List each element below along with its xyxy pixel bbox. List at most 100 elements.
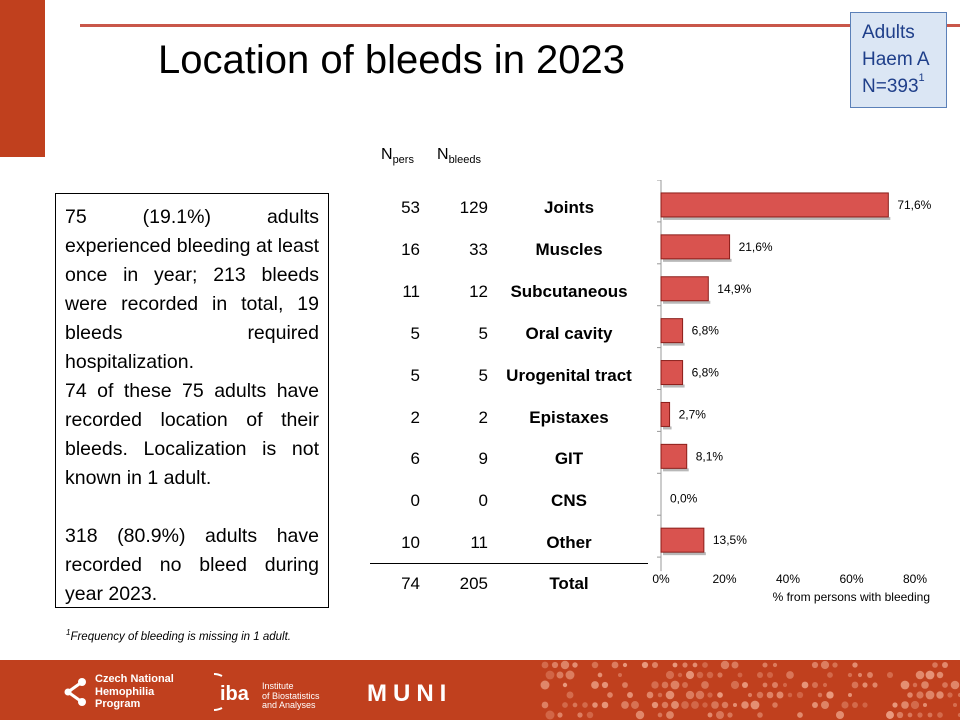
hemophilia-program-logo-text: Czech National Hemophilia Program — [95, 673, 174, 711]
table-total-label: Total — [549, 574, 589, 593]
table-cell-n-pers: 2 — [410, 407, 420, 427]
table-cell-n-bleeds: 9 — [478, 449, 488, 469]
muni-logo: MUNI — [367, 680, 453, 707]
bar-git — [660, 443, 688, 469]
table-cell-location: Joints — [543, 198, 595, 217]
table-cell-n-pers: 5 — [410, 365, 420, 385]
table-cell-n-bleeds: 5 — [478, 365, 488, 385]
bar-joints — [660, 192, 889, 218]
table-cell-n-bleeds: 0 — [478, 491, 488, 511]
summary-box: 75 (19.1%) adults experienced bleeding a… — [55, 193, 329, 608]
table-cell-n-pers: 10 — [401, 533, 420, 553]
table-cell-n-pers: 5 — [410, 323, 420, 343]
data-label: 13,5% — [713, 533, 747, 547]
table-cell-location: Urogenital tract — [506, 365, 632, 385]
title-divider-line — [80, 24, 960, 27]
badge-line-2: Haem A — [862, 49, 930, 70]
logo2-line-1: Institute — [262, 681, 294, 691]
bar-shadow — [663, 468, 689, 472]
data-label: 2,7% — [679, 407, 707, 421]
table-cell-location: GIT — [554, 449, 584, 469]
bar-epistaxes — [660, 401, 671, 427]
total-divider-line — [370, 563, 648, 564]
bar-muscles — [660, 234, 731, 260]
data-label: 6,8% — [692, 324, 720, 338]
table-cell-location: Epistaxes — [529, 407, 609, 427]
bar-shadow — [663, 300, 711, 304]
population-badge: Adults Haem A N=3931 — [850, 12, 947, 108]
col-header-persons-sub: pers — [392, 154, 414, 167]
bar-shadow — [663, 552, 706, 556]
col-header-persons: Npers — [381, 146, 414, 166]
table-cell-n-pers: 0 — [410, 491, 420, 511]
data-label: 8,1% — [696, 449, 724, 463]
logo1-line-3: Program — [95, 698, 141, 710]
bar-shadow — [663, 258, 732, 262]
logo1-line-1: Czech National — [95, 673, 174, 685]
x-axis-label: % from persons with bleeding — [773, 590, 930, 604]
table-cell-location: Oral cavity — [525, 323, 613, 343]
data-label: 14,9% — [717, 282, 751, 296]
badge-footnote-mark: 1 — [918, 72, 925, 84]
col-header-persons-main: N — [381, 146, 393, 163]
bleed-location-bar-chart: 71,6% 21,6% 14,9% 6,8% 6,8% 2,7% 8,1% 0,0% 13,5%… — [652, 180, 932, 604]
table-total-n-pers: 74 — [401, 574, 420, 593]
data-label: 0,0% — [670, 491, 698, 505]
logo2-line-2: of Biostatistics — [262, 690, 320, 701]
corner-accent-bar — [0, 0, 45, 157]
table-cell-location: Subcutaneous — [510, 281, 628, 301]
page-title: Location of bleeds in 2023 — [158, 38, 626, 82]
x-tick-label: 40% — [776, 572, 800, 586]
col-header-bleeds-main: N — [437, 146, 449, 163]
summary-paragraph-2: 74 of these 75 adults have recorded loca… — [65, 380, 319, 489]
table-cell-n-bleeds: 129 — [459, 198, 488, 217]
bar-subcutaneous — [660, 276, 709, 302]
logo1-line-2: Hemophilia — [95, 685, 155, 698]
summary-paragraph-1: 75 (19.1%) adults experienced bleeding a… — [65, 206, 319, 373]
table-cell-n-bleeds: 33 — [469, 239, 488, 259]
bar-shadow — [663, 426, 672, 430]
footer-band — [0, 660, 960, 720]
hemophilia-program-logo-icon — [64, 678, 86, 706]
bar-oral-cavity — [660, 318, 684, 344]
footnote-text: Frequency of bleeding is missing in 1 ad… — [70, 630, 291, 643]
table-cell-location: CNS — [551, 491, 587, 511]
footnote: 1Frequency of bleeding is missing in 1 a… — [66, 628, 291, 643]
footnote-mark: 1 — [66, 628, 71, 637]
iba-logo-mark: iba — [220, 683, 250, 705]
table-cell-n-pers: 16 — [401, 239, 420, 259]
x-tick-label: 80% — [903, 572, 927, 586]
table-cell-location: Other — [546, 533, 592, 553]
col-header-bleeds: Nbleeds — [437, 146, 481, 166]
iba-logo-icon: iba — [214, 673, 250, 711]
badge-line-3: N=3931 — [862, 73, 946, 100]
summary-paragraph-3: 318 (80.9%) adults have recorded no blee… — [65, 525, 319, 605]
bar-shadow — [663, 216, 891, 220]
col-header-bleeds-sub: bleeds — [448, 154, 481, 167]
x-tick-label: 60% — [839, 572, 863, 586]
table-cell-n-pers: 11 — [402, 281, 420, 301]
iba-logo-text: Institute of Biostatistics and Analyses — [262, 681, 320, 711]
table-cell-n-bleeds: 2 — [478, 407, 488, 427]
bar-shadow — [663, 342, 685, 346]
footer-dot-pattern — [540, 660, 960, 720]
x-tick-label: 0% — [652, 572, 670, 586]
logo2-line-3: and Analyses — [262, 700, 316, 710]
table-cell-n-pers: 53 — [401, 198, 420, 217]
table-cell-location: Muscles — [535, 239, 603, 259]
data-label: 21,6% — [739, 240, 773, 254]
badge-count: N=393 — [862, 76, 919, 97]
table-cell-n-bleeds: 5 — [478, 323, 488, 343]
bar-shadow — [663, 384, 685, 388]
table-total-n-bleeds: 205 — [459, 574, 488, 593]
data-label: 6,8% — [692, 366, 720, 380]
bar-urogenital-tract — [660, 360, 684, 386]
data-label: 71,6% — [897, 198, 931, 212]
summary-spacer — [65, 493, 319, 522]
badge-line-1: Adults — [862, 22, 915, 43]
bar-other — [660, 527, 705, 553]
table-cell-n-bleeds: 12 — [469, 281, 488, 301]
table-cell-n-pers: 6 — [410, 449, 420, 469]
table-cell-n-bleeds: 11 — [470, 533, 488, 553]
x-tick-label: 20% — [712, 572, 736, 586]
